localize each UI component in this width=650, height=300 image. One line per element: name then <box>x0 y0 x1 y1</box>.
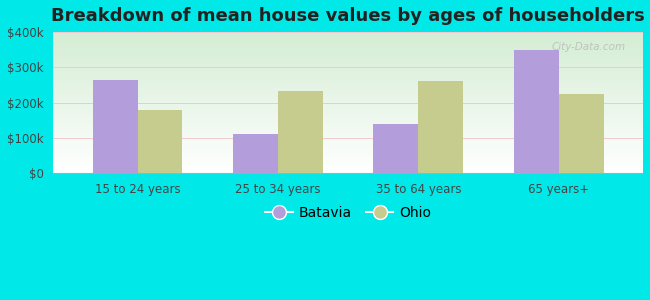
Bar <box>559 94 604 173</box>
Bar <box>138 110 183 173</box>
Text: City-Data.com: City-Data.com <box>551 42 625 52</box>
Bar <box>233 134 278 173</box>
Bar <box>514 50 559 173</box>
Legend: Batavia, Ohio: Batavia, Ohio <box>260 200 437 225</box>
Title: Breakdown of mean house values by ages of householders: Breakdown of mean house values by ages o… <box>51 7 645 25</box>
Bar <box>419 81 463 173</box>
Bar <box>278 91 323 173</box>
Bar <box>92 80 138 173</box>
Bar <box>374 124 419 173</box>
